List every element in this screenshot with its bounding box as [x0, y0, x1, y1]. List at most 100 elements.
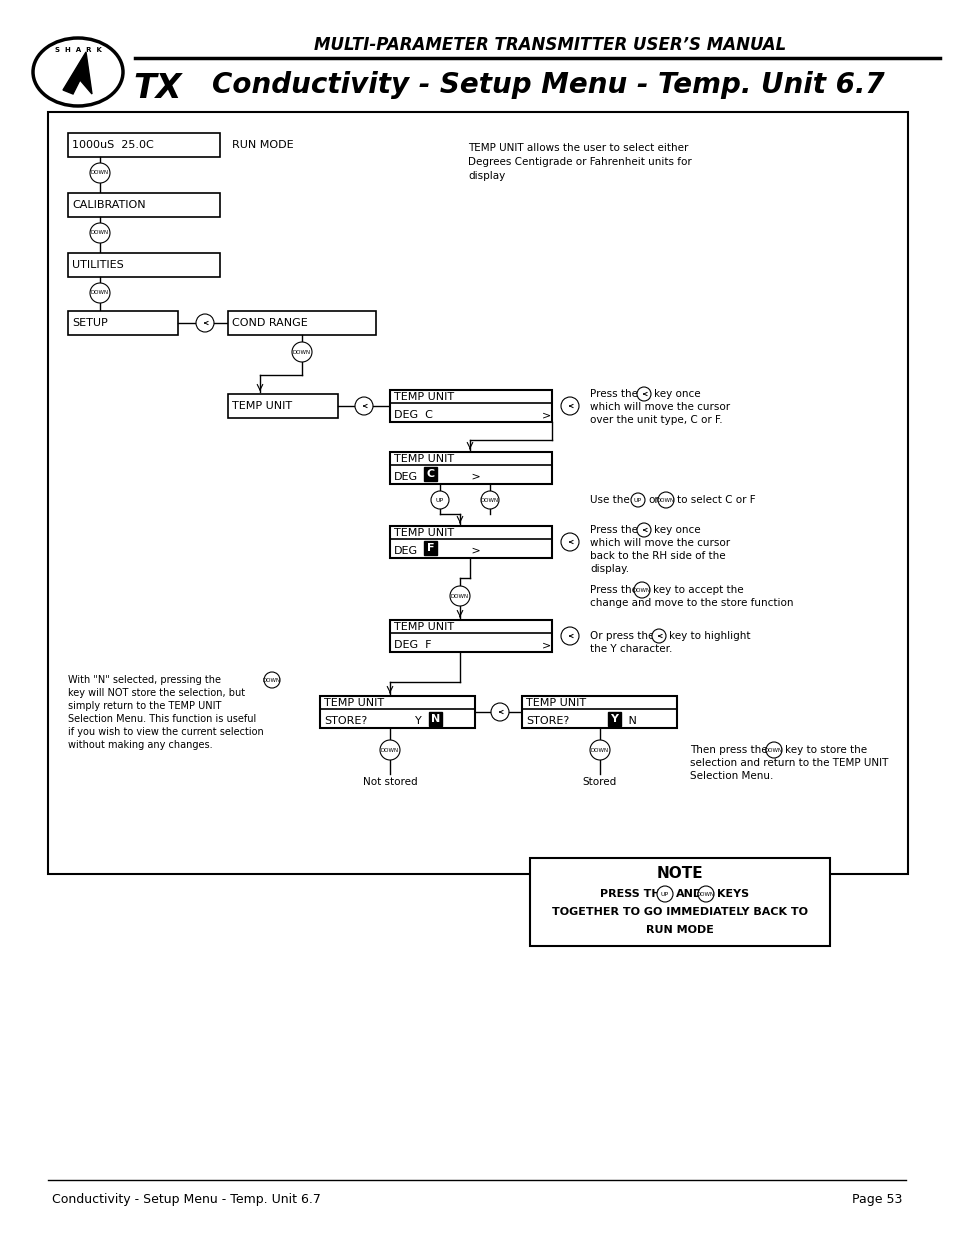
- Text: RUN MODE: RUN MODE: [232, 140, 294, 149]
- Text: which will move the cursor: which will move the cursor: [589, 538, 729, 548]
- Text: TX: TX: [132, 72, 181, 105]
- Circle shape: [560, 534, 578, 551]
- Text: DOWN: DOWN: [293, 350, 311, 354]
- Bar: [390, 526, 552, 558]
- Circle shape: [431, 492, 449, 509]
- Text: TEMP UNIT: TEMP UNIT: [232, 401, 292, 411]
- Circle shape: [560, 627, 578, 645]
- Text: DOWN: DOWN: [380, 747, 398, 752]
- Text: 1000uS  25.0C: 1000uS 25.0C: [71, 140, 153, 149]
- Bar: [429, 713, 441, 726]
- Text: Page 53: Page 53: [851, 1193, 901, 1207]
- Bar: [319, 697, 475, 727]
- Text: over the unit type, C or F.: over the unit type, C or F.: [589, 415, 721, 425]
- Text: DOWN: DOWN: [451, 594, 469, 599]
- Text: key to highlight: key to highlight: [668, 631, 750, 641]
- Text: TEMP UNIT: TEMP UNIT: [394, 391, 454, 403]
- Text: TEMP UNIT allows the user to select either: TEMP UNIT allows the user to select eith…: [468, 143, 688, 153]
- Circle shape: [264, 672, 280, 688]
- Circle shape: [480, 492, 498, 509]
- Bar: [228, 394, 337, 417]
- Text: CALIBRATION: CALIBRATION: [71, 200, 146, 210]
- Text: display.: display.: [589, 564, 628, 574]
- Text: RUN MODE: RUN MODE: [645, 925, 713, 935]
- Text: TOGETHER TO GO IMMEDIATELY BACK TO: TOGETHER TO GO IMMEDIATELY BACK TO: [552, 906, 807, 918]
- Bar: [48, 112, 907, 874]
- Text: DEG  C: DEG C: [394, 410, 433, 420]
- Text: without making any changes.: without making any changes.: [68, 740, 213, 750]
- Text: Stored: Stored: [582, 777, 617, 787]
- Text: TEMP UNIT: TEMP UNIT: [394, 622, 454, 632]
- Polygon shape: [63, 52, 91, 94]
- Text: DEG: DEG: [394, 546, 417, 556]
- Text: if you wish to view the current selection: if you wish to view the current selectio…: [68, 727, 263, 737]
- Bar: [530, 858, 829, 946]
- Circle shape: [195, 314, 213, 332]
- Text: PRESS THE: PRESS THE: [599, 889, 667, 899]
- Text: simply return to the TEMP UNIT: simply return to the TEMP UNIT: [68, 701, 221, 711]
- Circle shape: [90, 283, 110, 303]
- Text: the Y character.: the Y character.: [589, 643, 672, 655]
- Bar: [228, 311, 375, 335]
- Text: UTILITIES: UTILITIES: [71, 261, 124, 270]
- Text: NOTE: NOTE: [656, 867, 702, 882]
- Text: which will move the cursor: which will move the cursor: [589, 403, 729, 412]
- Bar: [68, 311, 178, 335]
- Bar: [390, 452, 552, 484]
- Text: DOWN: DOWN: [91, 231, 109, 236]
- Text: Then press the: Then press the: [689, 745, 767, 755]
- Text: COND RANGE: COND RANGE: [232, 317, 308, 329]
- Text: DEG: DEG: [394, 472, 417, 482]
- Bar: [68, 253, 220, 277]
- Text: DOWN: DOWN: [764, 747, 782, 752]
- Text: Degrees Centigrade or Fahrenheit units for: Degrees Centigrade or Fahrenheit units f…: [468, 157, 691, 167]
- Text: C: C: [426, 469, 435, 479]
- Text: F: F: [426, 543, 434, 553]
- Text: UP: UP: [634, 498, 641, 503]
- Text: DOWN: DOWN: [91, 290, 109, 295]
- Text: >: >: [541, 410, 551, 420]
- Bar: [390, 390, 552, 422]
- Text: STORE?: STORE?: [324, 716, 367, 726]
- Text: UP: UP: [660, 892, 668, 897]
- Circle shape: [765, 742, 781, 758]
- Text: Press the: Press the: [589, 525, 638, 535]
- Text: DOWN: DOWN: [91, 170, 109, 175]
- Text: Selection Menu. This function is useful: Selection Menu. This function is useful: [68, 714, 256, 724]
- Circle shape: [90, 163, 110, 183]
- Text: key once: key once: [654, 389, 700, 399]
- Text: STORE?: STORE?: [525, 716, 569, 726]
- Text: KEYS: KEYS: [717, 889, 748, 899]
- Text: TEMP UNIT: TEMP UNIT: [525, 698, 585, 708]
- Text: N: N: [431, 714, 439, 724]
- Text: or: or: [647, 495, 659, 505]
- Circle shape: [651, 629, 665, 643]
- Circle shape: [379, 740, 399, 760]
- Text: DOWN: DOWN: [480, 498, 498, 503]
- Text: UP: UP: [436, 498, 443, 503]
- Text: DOWN: DOWN: [590, 747, 608, 752]
- Text: Selection Menu.: Selection Menu.: [689, 771, 773, 781]
- Text: TEMP UNIT: TEMP UNIT: [324, 698, 384, 708]
- Text: key will NOT store the selection, but: key will NOT store the selection, but: [68, 688, 245, 698]
- Circle shape: [637, 387, 650, 401]
- Circle shape: [698, 885, 713, 902]
- Circle shape: [560, 396, 578, 415]
- Circle shape: [90, 224, 110, 243]
- Circle shape: [657, 885, 672, 902]
- Text: Not stored: Not stored: [362, 777, 416, 787]
- Text: display: display: [468, 170, 505, 182]
- Text: Press the: Press the: [589, 389, 638, 399]
- Text: >: >: [439, 546, 480, 556]
- Circle shape: [355, 396, 373, 415]
- Bar: [68, 133, 220, 157]
- Text: change and move to the store function: change and move to the store function: [589, 598, 793, 608]
- Text: key to store the: key to store the: [784, 745, 866, 755]
- Circle shape: [637, 522, 650, 537]
- Text: key once: key once: [654, 525, 700, 535]
- Text: DOWN: DOWN: [697, 892, 715, 897]
- Text: Y: Y: [415, 716, 421, 726]
- Circle shape: [589, 740, 609, 760]
- Text: Conductivity - Setup Menu - Temp. Unit 6.7: Conductivity - Setup Menu - Temp. Unit 6…: [212, 70, 883, 99]
- Text: Or press the: Or press the: [589, 631, 654, 641]
